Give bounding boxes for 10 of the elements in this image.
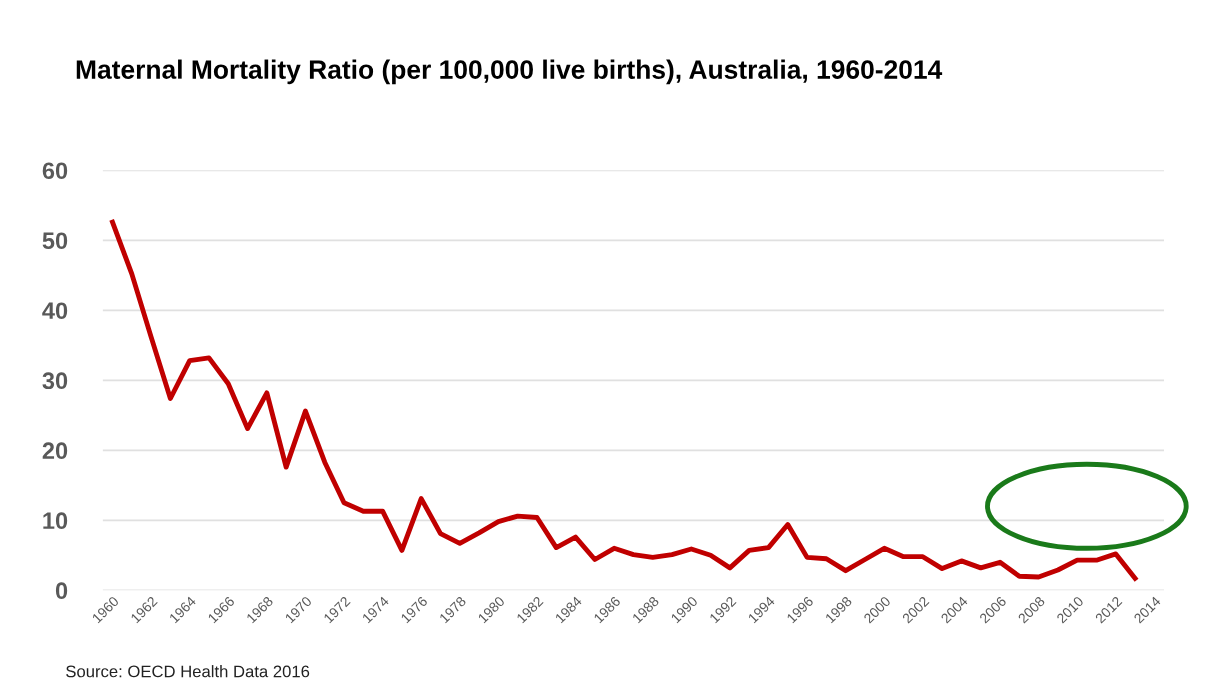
source-note: Source: OECD Health Data 2016 [66, 665, 310, 678]
y-tick-label: 0 [55, 582, 68, 600]
y-tick-label: 30 [42, 372, 68, 390]
y-tick-label: 40 [42, 302, 68, 320]
chart-title: Maternal Mortality Ratio (per 100,000 live births), Australia, 1960-2014 [76, 59, 943, 85]
line-series [110, 219, 1138, 581]
y-tick-label: 50 [42, 232, 68, 250]
y-tick-label: 60 [42, 162, 68, 180]
y-tick-label: 10 [43, 512, 68, 530]
y-tick-label: 20 [42, 442, 68, 460]
